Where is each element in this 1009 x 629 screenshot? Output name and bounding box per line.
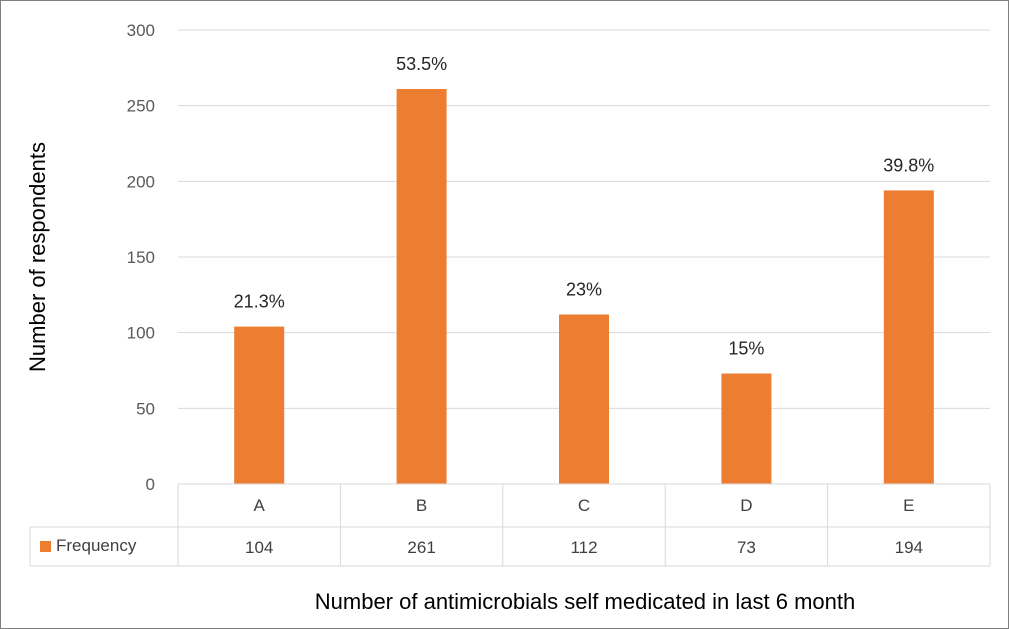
y-axis-ticks: 0 50 100 150 200 250 300 [127, 21, 155, 494]
data-labels: 21.3% 53.5% 23% 15% 39.8% [234, 54, 935, 359]
data-label: 21.3% [234, 292, 285, 312]
bar-A [234, 326, 285, 484]
data-label: 15% [728, 339, 764, 359]
y-tick-label: 250 [127, 97, 155, 116]
legend-label: Frequency [56, 536, 137, 555]
y-tick-label: 200 [127, 172, 155, 191]
y-tick-label: 50 [136, 399, 155, 418]
table-value: 261 [407, 538, 435, 557]
bar-C [559, 314, 609, 484]
gridlines [178, 29, 990, 409]
x-tick-label: B [416, 496, 427, 515]
data-table: A 104 B 261 C 112 D 73 E 194 Frequency [29, 483, 991, 567]
x-tick-label: C [578, 496, 590, 515]
x-tick-label: D [740, 496, 752, 515]
x-tick-label: A [254, 496, 266, 515]
y-tick-label: 300 [127, 21, 155, 40]
table-value: 104 [245, 538, 273, 557]
table-value: 73 [737, 538, 756, 557]
x-axis-label: Number of antimicrobials self medicated … [315, 589, 855, 614]
table-value: 112 [570, 538, 597, 557]
bar-B [396, 89, 447, 485]
data-label: 23% [566, 280, 602, 300]
y-tick-label: 0 [146, 475, 155, 494]
y-tick-label: 150 [127, 248, 155, 267]
legend-swatch [40, 541, 51, 552]
data-label: 39.8% [883, 155, 934, 175]
x-tick-label: E [903, 496, 914, 515]
table-value: 194 [895, 538, 923, 557]
y-tick-label: 100 [127, 324, 155, 343]
bar-E [883, 190, 934, 484]
bar-D [721, 373, 772, 484]
data-label: 53.5% [396, 54, 447, 74]
bars [234, 89, 934, 485]
y-axis-label: Number of respondents [25, 142, 50, 372]
